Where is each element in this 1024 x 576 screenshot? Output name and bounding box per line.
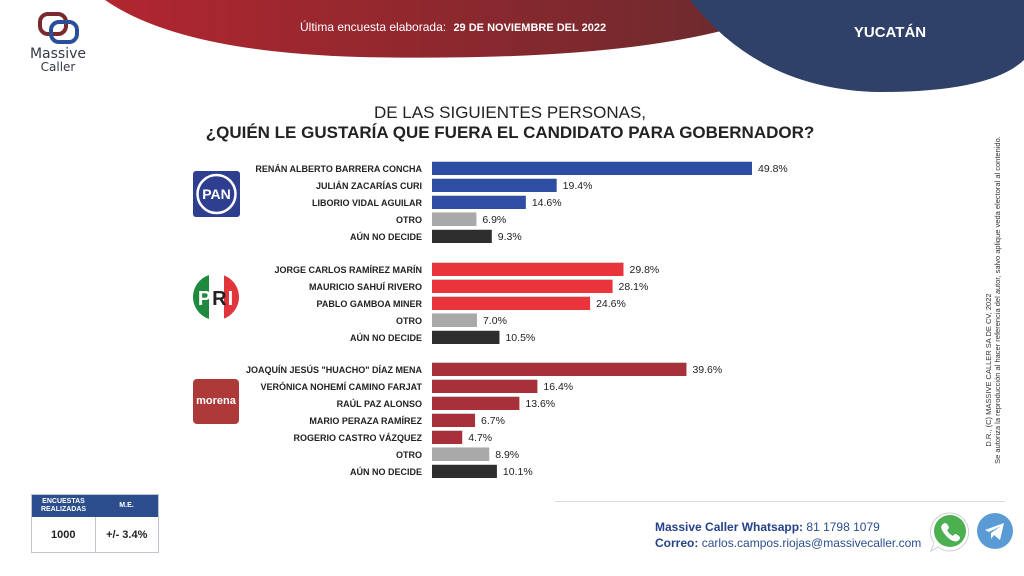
email-contact: Correo: carlos.campos.riojas@massivecall… [655, 536, 921, 550]
value-label: 6.7% [481, 415, 505, 427]
bar-pri-3 [432, 314, 477, 327]
bar-pri-2 [432, 297, 591, 310]
value-label: 10.1% [503, 466, 533, 478]
last-survey-value: 29 DE NOVIEMBRE DEL 2022 [453, 22, 607, 34]
category-label: JOAQUÍN JESÚS "HUACHO" DÍAZ MENA [246, 364, 423, 375]
value-label: 29.8% [629, 264, 659, 276]
bar-morena-0 [432, 363, 687, 376]
state-label: YUCATÁN [853, 24, 927, 41]
category-label: MAURICIO SAHUÍ RIVERO [309, 282, 422, 292]
value-label: 10.5% [505, 332, 535, 344]
category-label: JORGE CARLOS RAMÍREZ MARÍN [274, 265, 422, 275]
value-label: 6.9% [482, 214, 506, 226]
bar-morena-5 [432, 448, 490, 461]
whatsapp-number[interactable]: 81 1798 1079 [806, 520, 880, 534]
bar-pan-1 [432, 179, 557, 192]
stats-header-me: M.E. [119, 502, 134, 509]
brand-name-line1: Massive [29, 46, 87, 62]
copyright-line2: Se autoriza la reproducción al hacer ref… [993, 136, 1002, 464]
value-label: 24.6% [596, 298, 626, 310]
survey-stats-table: ENCUESTAS REALIZADAS M.E. 1000 +/- 3.4% [31, 494, 159, 553]
whatsapp-contact: Massive Caller Whatsapp: 81 1798 1079 [655, 520, 880, 534]
bar-morena-3 [432, 414, 476, 427]
bar-morena-4 [432, 431, 463, 444]
category-label: OTRO [396, 215, 422, 225]
whatsapp-label: Massive Caller Whatsapp: [655, 520, 804, 534]
category-label: RENÁN ALBERTO BARRERA CONCHA [255, 164, 422, 174]
category-label: AÚN NO DECIDE [350, 466, 422, 477]
bar-pri-1 [432, 280, 613, 293]
footer-divider [555, 501, 1005, 502]
bar-morena-1 [432, 380, 538, 393]
bar-pan-3 [432, 213, 477, 226]
category-label: LIBORIO VIDAL AGUILAR [312, 198, 423, 208]
telegram-icon[interactable] [976, 512, 1014, 550]
category-label: RAÚL PAZ ALONSO [337, 398, 422, 409]
bar-morena-2 [432, 397, 520, 410]
copyright-line1: D.R., (C) MASSIVE CALLER SA DE CV, 2022 [984, 293, 993, 446]
value-label: 16.4% [543, 381, 573, 393]
svg-text:morena: morena [196, 395, 237, 407]
category-label: OTRO [396, 450, 422, 460]
bar-pan-0 [432, 162, 752, 175]
category-label: PABLO GAMBOA MINER [317, 299, 423, 309]
value-label: 28.1% [619, 281, 649, 293]
email-label: Correo: [655, 536, 699, 550]
bar-pan-4 [432, 230, 492, 243]
value-label: 9.3% [498, 231, 522, 243]
brand-name-line2: Caller [40, 60, 76, 74]
value-label: 39.6% [692, 364, 722, 376]
chart-title-line1: DE LAS SIGUIENTES PERSONAS, [373, 103, 647, 122]
category-label: AÚN NO DECIDE [350, 332, 422, 343]
morena-logo-icon: morena [193, 379, 239, 424]
last-survey-date: Última encuesta elaborada: 29 DE NOVIEMB… [300, 20, 620, 34]
header-red-wave [105, 0, 725, 58]
category-label: ROGERIO CASTRO VÁZQUEZ [293, 433, 422, 443]
copyright-notice: D.R., (C) MASSIVE CALLER SA DE CV, 2022 … [984, 136, 1002, 464]
header-banner [105, 0, 1024, 92]
stats-surveys-value: 1000 [32, 517, 96, 552]
value-label: 8.9% [495, 449, 519, 461]
value-label: 14.6% [532, 197, 562, 209]
bar-pan-2 [432, 196, 526, 209]
pri-logo-icon: PRI [193, 274, 239, 320]
category-label: JULIÁN ZACARÍAS CURI [316, 181, 422, 191]
massive-caller-logo-icon [38, 12, 79, 44]
email-address[interactable]: carlos.campos.riojas@massivecaller.com [701, 536, 922, 550]
bar-morena-6 [432, 465, 497, 478]
value-label: 19.4% [563, 180, 593, 192]
svg-text:PRI: PRI [198, 288, 234, 310]
pan-logo-icon: PAN [193, 171, 240, 217]
category-label: MARIO PERAZA RAMÍREZ [309, 416, 422, 426]
value-label: 4.7% [468, 432, 492, 444]
whatsapp-icon[interactable] [928, 510, 972, 554]
category-label: AÚN NO DECIDE [350, 231, 422, 242]
value-label: 13.6% [525, 398, 555, 410]
stats-header-surveys: ENCUESTAS REALIZADAS [40, 498, 87, 513]
category-label: OTRO [396, 316, 422, 326]
bar-pri-0 [432, 263, 624, 276]
value-label: 49.8% [758, 163, 788, 175]
header-navy-wave [690, 0, 1024, 92]
last-survey-label: Última encuesta elaborada: [300, 20, 447, 34]
category-label: VERÓNICA NOHEMÍ CAMINO FARJAT [260, 381, 422, 392]
svg-text:PAN: PAN [202, 186, 231, 202]
bar-pri-4 [432, 331, 500, 344]
stats-me-value: +/- 3.4% [106, 528, 148, 541]
chart-title-line2: ¿QUIÉN LE GUSTARÍA QUE FUERA EL CANDIDAT… [205, 123, 815, 142]
value-label: 7.0% [483, 315, 507, 327]
